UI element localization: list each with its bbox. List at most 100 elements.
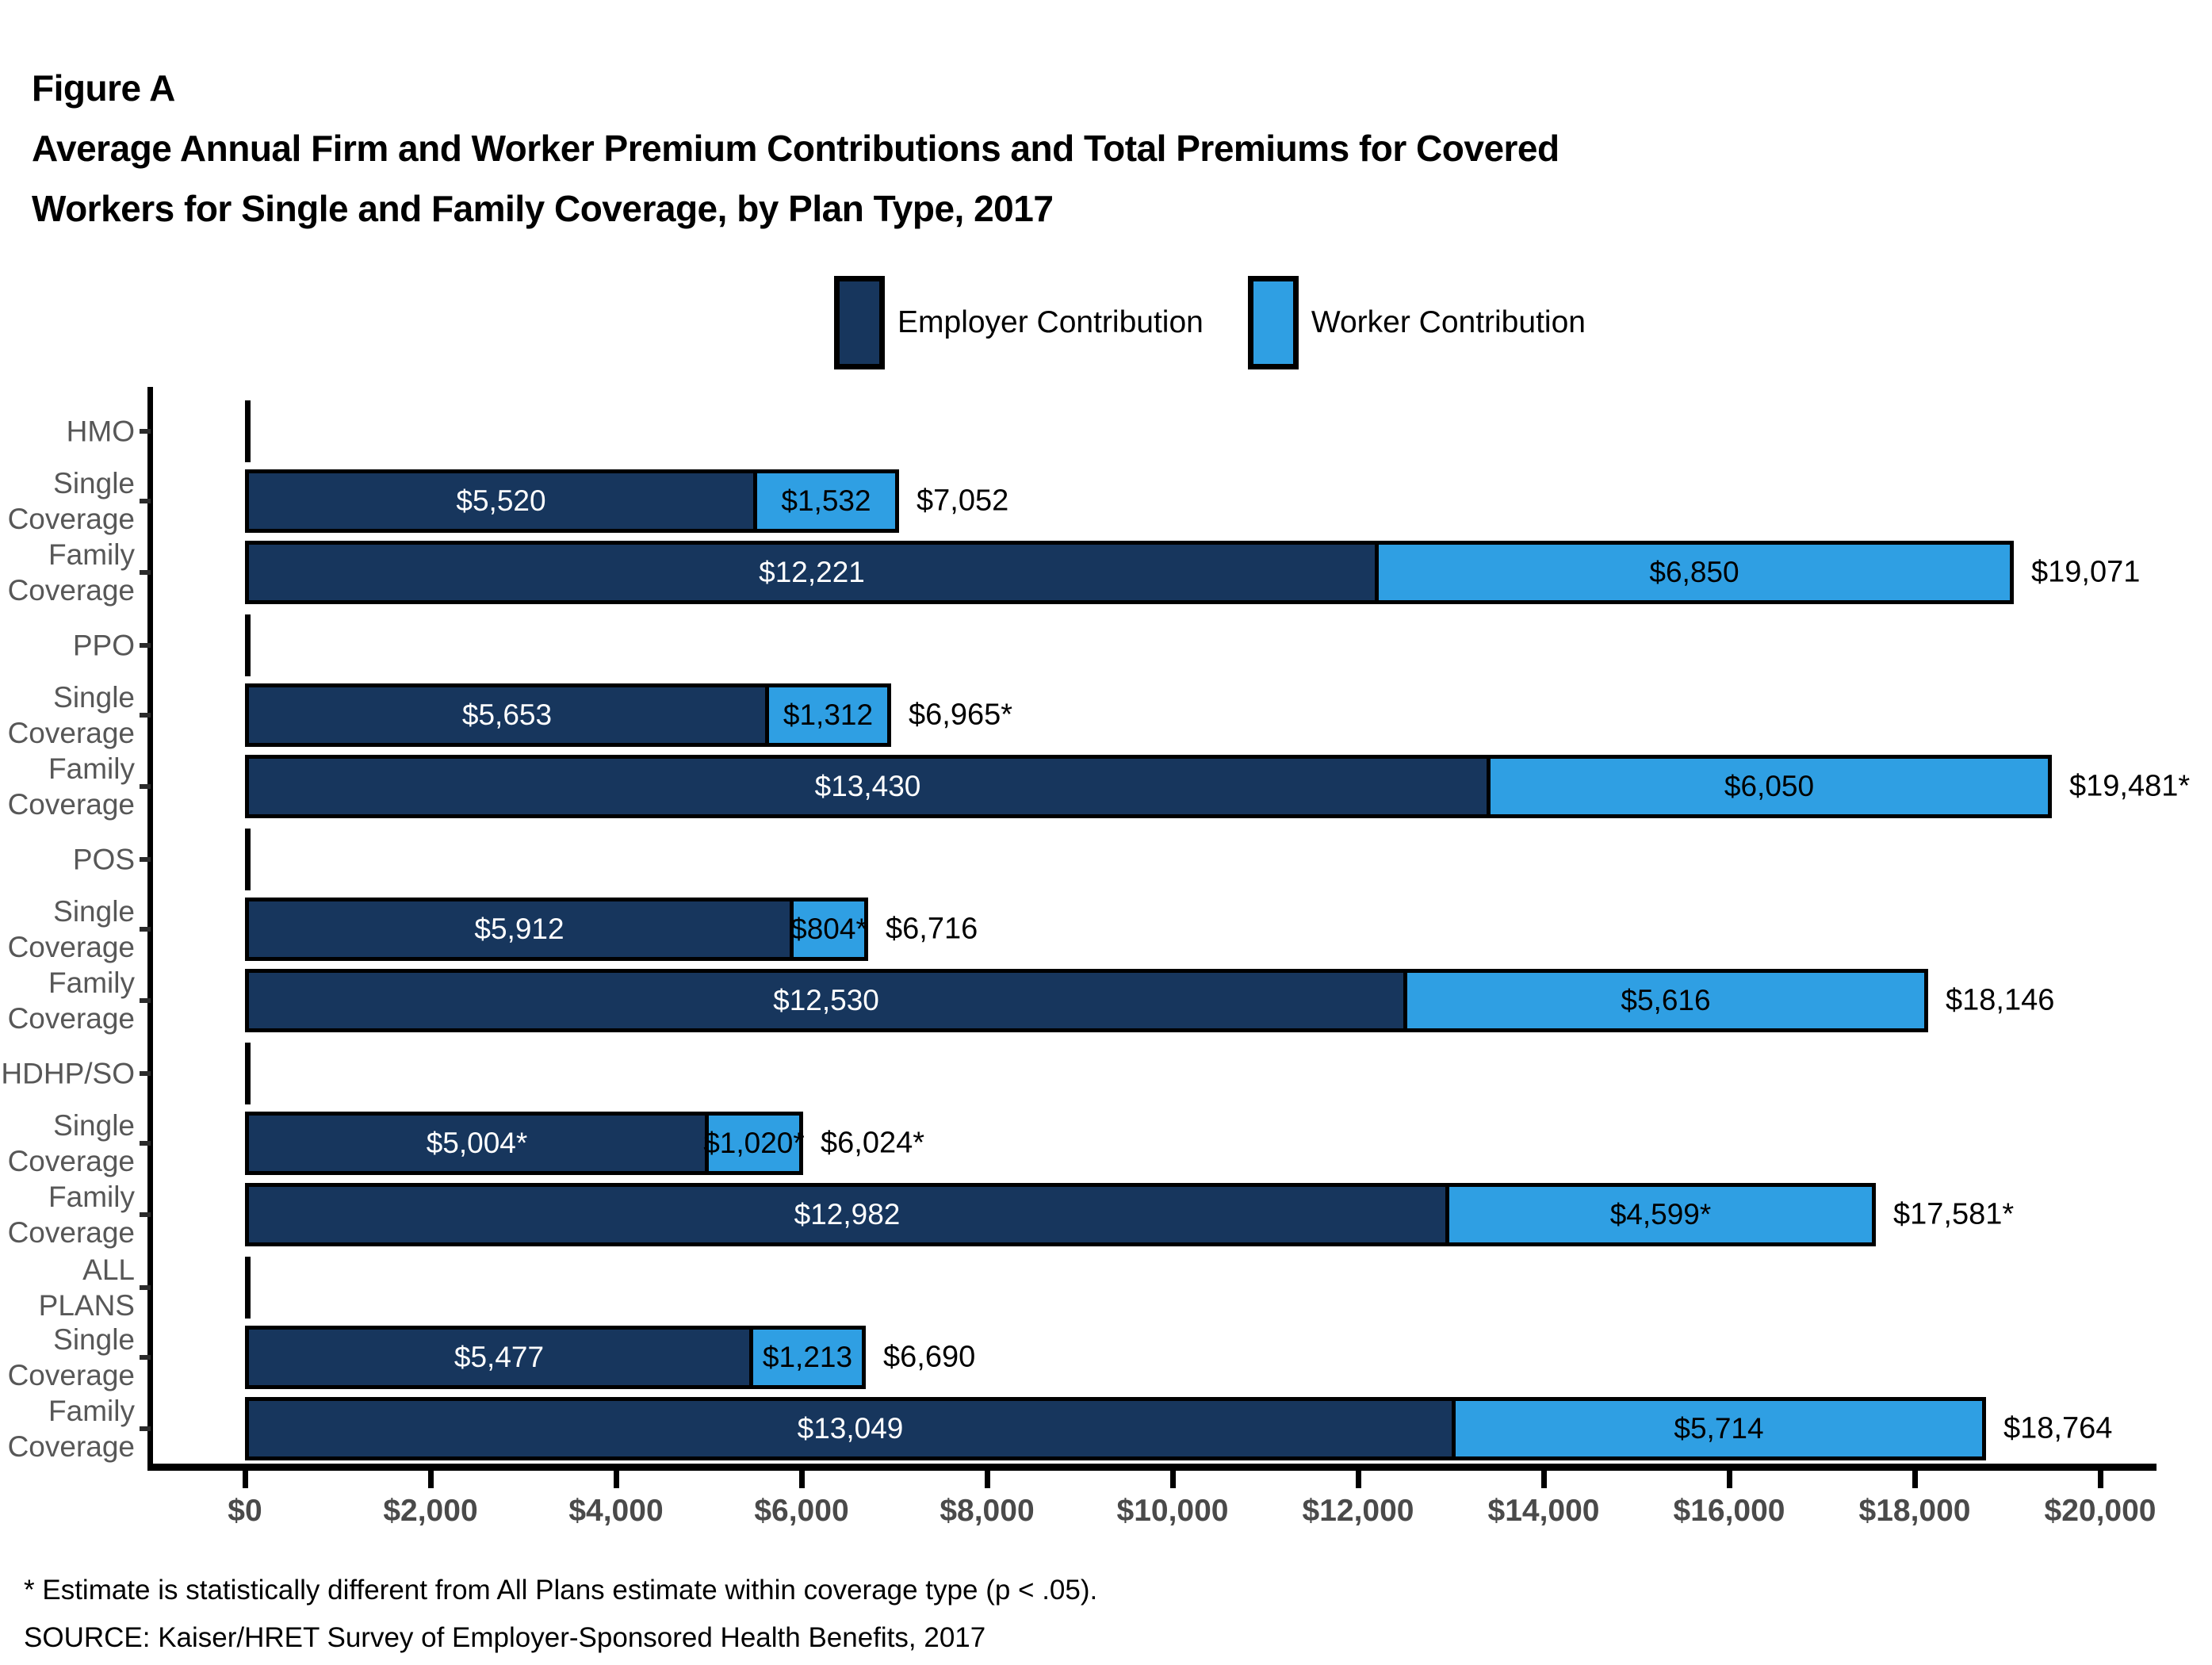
zero-value-bar — [245, 1043, 251, 1104]
x-axis-tick — [799, 1468, 805, 1488]
legend-swatch-worker — [1247, 276, 1299, 369]
employer-bar-segment: $5,912 — [245, 898, 794, 961]
total-premium-label: $7,052 — [917, 484, 1009, 518]
y-axis-tick — [140, 1071, 151, 1076]
worker-bar-segment: $6,850 — [1375, 541, 2014, 604]
employer-bar-segment: $13,049 — [245, 1397, 1456, 1460]
zero-value-bar — [245, 829, 251, 890]
total-premium-label: $19,071 — [2031, 555, 2141, 589]
plan-type-label: HMO — [66, 415, 135, 448]
y-axis-tick — [140, 1212, 151, 1217]
plan-type-label: POS — [72, 843, 135, 876]
plan-type-label: HDHP/SO — [1, 1057, 135, 1090]
zero-value-bar — [245, 400, 251, 462]
y-axis-tick — [140, 570, 151, 575]
total-premium-label: $17,581* — [1893, 1197, 2015, 1231]
x-axis-tick — [2098, 1468, 2103, 1488]
y-axis-tick — [140, 857, 151, 862]
total-premium-label: $18,146 — [1946, 983, 2055, 1017]
employer-bar-segment: $13,430 — [245, 755, 1491, 818]
zero-value-bar — [245, 614, 251, 676]
y-axis-tick — [140, 429, 151, 434]
legend-item-employer: Employer Contribution — [834, 276, 1204, 369]
coverage-type-label: Single Coverage — [7, 895, 135, 963]
worker-bar-segment: $4,599* — [1445, 1183, 1876, 1246]
total-premium-label: $6,965* — [909, 698, 1013, 732]
total-premium-label: $18,764 — [2003, 1411, 2113, 1445]
y-axis-tick — [140, 784, 151, 789]
x-axis-tick-label: $12,000 — [1302, 1494, 1414, 1528]
total-premium-label: $6,716 — [886, 912, 978, 946]
legend-swatch-employer — [834, 276, 885, 369]
worker-bar-segment: $1,020* — [703, 1112, 805, 1175]
employer-bar-segment: $12,530 — [245, 969, 1407, 1032]
x-axis-tick-label: $8,000 — [940, 1494, 1035, 1528]
employer-bar-segment: $5,520 — [245, 469, 757, 533]
worker-bar-segment: $1,532 — [753, 469, 899, 533]
x-axis-tick-label: $2,000 — [383, 1494, 478, 1528]
worker-bar-segment: $5,714 — [1452, 1397, 1986, 1460]
x-axis-tick — [1170, 1468, 1176, 1488]
total-premium-label: $6,690 — [883, 1340, 976, 1374]
y-axis-tick — [140, 643, 151, 648]
x-axis-tick-label: $20,000 — [2044, 1494, 2157, 1528]
coverage-type-label: Family Coverage — [7, 1181, 135, 1249]
y-axis-tick — [140, 1141, 151, 1146]
x-axis-tick — [614, 1468, 619, 1488]
worker-bar-segment: $5,616 — [1403, 969, 1928, 1032]
zero-value-bar — [245, 1257, 251, 1319]
worker-bar-segment: $6,050 — [1487, 755, 2052, 818]
employer-bar-segment: $12,221 — [245, 541, 1379, 604]
figure-label: Figure A — [32, 67, 175, 109]
x-axis-tick-label: $14,000 — [1487, 1494, 1600, 1528]
footnote-asterisk: * Estimate is statistically different fr… — [24, 1575, 1098, 1606]
legend-label-worker: Worker Contribution — [1311, 305, 1586, 339]
x-axis-tick — [1727, 1468, 1732, 1488]
employer-bar-segment: $5,004* — [245, 1112, 709, 1175]
coverage-type-label: Family Coverage — [7, 1395, 135, 1463]
chart-title-line-2: Workers for Single and Family Coverage, … — [32, 188, 1054, 229]
x-axis-tick — [243, 1468, 248, 1488]
x-axis-tick-label: $18,000 — [1858, 1494, 1971, 1528]
y-axis-tick — [140, 927, 151, 932]
employer-bar-segment: $5,653 — [245, 683, 769, 747]
coverage-type-label: Single Coverage — [7, 1323, 135, 1391]
x-axis-tick — [985, 1468, 990, 1488]
chart-title-line-1: Average Annual Firm and Worker Premium C… — [32, 128, 1559, 169]
coverage-type-label: Family Coverage — [7, 752, 135, 821]
y-axis-tick — [140, 1426, 151, 1431]
coverage-type-label: Single Coverage — [7, 1109, 135, 1177]
plan-type-label: ALL PLANS — [38, 1254, 135, 1322]
x-axis-tick-label: $10,000 — [1116, 1494, 1229, 1528]
x-axis-tick — [1356, 1468, 1361, 1488]
x-axis-tick — [428, 1468, 434, 1488]
x-axis-tick — [1912, 1468, 1918, 1488]
x-axis-tick-label: $0 — [228, 1494, 262, 1528]
legend-label-employer: Employer Contribution — [897, 305, 1204, 339]
worker-bar-segment: $1,312 — [765, 683, 891, 747]
x-axis-tick — [1541, 1468, 1547, 1488]
worker-bar-segment: $804* — [790, 898, 868, 961]
x-axis-tick-label: $16,000 — [1673, 1494, 1785, 1528]
legend-item-worker: Worker Contribution — [1247, 276, 1586, 369]
plan-type-label: PPO — [72, 629, 135, 662]
employer-bar-segment: $12,982 — [245, 1183, 1449, 1246]
legend: Employer Contribution Worker Contributio… — [834, 276, 1586, 369]
coverage-type-label: Family Coverage — [7, 538, 135, 607]
total-premium-label: $19,481* — [2069, 769, 2191, 803]
coverage-type-label: Single Coverage — [7, 681, 135, 749]
y-axis-tick — [140, 998, 151, 1003]
total-premium-label: $6,024* — [821, 1126, 925, 1160]
y-axis-tick — [140, 1285, 151, 1290]
y-axis-tick — [140, 1355, 151, 1360]
coverage-type-label: Family Coverage — [7, 966, 135, 1035]
employer-bar-segment: $5,477 — [245, 1326, 753, 1389]
y-axis-tick — [140, 713, 151, 718]
coverage-type-label: Single Coverage — [7, 467, 135, 535]
y-axis-tick — [140, 499, 151, 503]
x-axis-tick-label: $4,000 — [568, 1494, 664, 1528]
x-axis-tick-label: $6,000 — [754, 1494, 849, 1528]
x-axis-line — [147, 1464, 2157, 1471]
worker-bar-segment: $1,213 — [749, 1326, 866, 1389]
